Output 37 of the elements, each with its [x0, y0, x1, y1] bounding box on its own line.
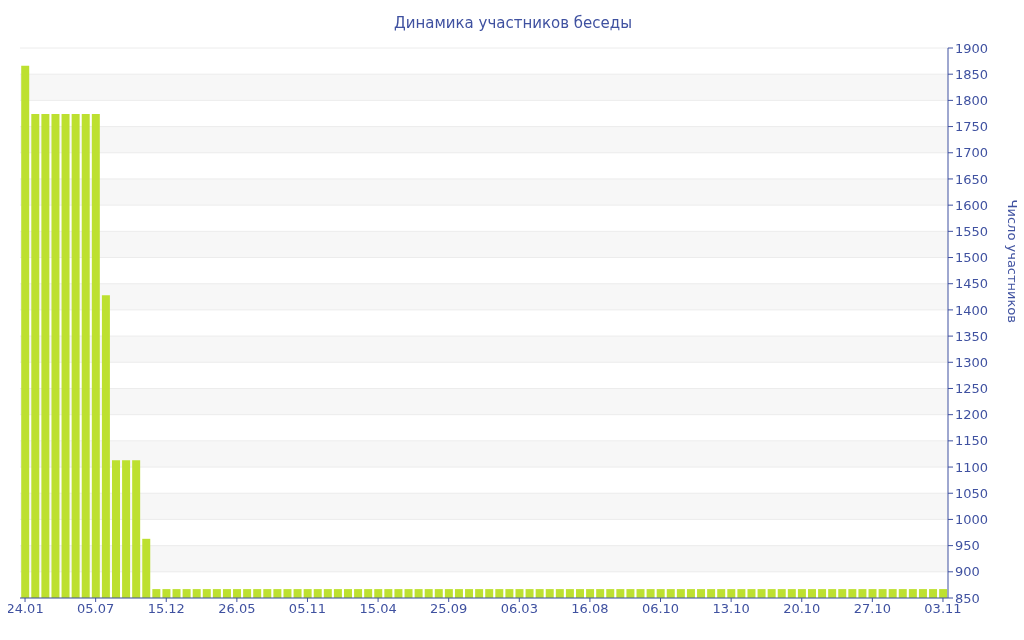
x-tick-label: 26.05	[218, 601, 256, 617]
y-tick-label: 1400	[955, 302, 989, 318]
y-tick-label: 1450	[955, 276, 989, 292]
y-tick-label: 950	[955, 538, 980, 554]
y-tick-label: 1050	[955, 485, 989, 501]
x-tick-label: 16.08	[571, 601, 609, 617]
x-tick-label: 06.03	[500, 601, 538, 617]
x-tick-label: 24.01	[6, 601, 44, 617]
chart-title: Динамика участников беседы	[392, 13, 633, 34]
y-tick-label: 1750	[955, 119, 989, 135]
y-tick-label: 1300	[955, 354, 989, 370]
x-tick-label: 27.10	[853, 601, 891, 617]
y-tick-label: 1000	[955, 512, 989, 528]
y-tick-label: 1850	[955, 66, 989, 82]
x-tick-label: 15.04	[359, 601, 397, 617]
y-axis-title: Число участников	[1005, 199, 1021, 323]
x-tick-label: 06.10	[641, 601, 680, 617]
y-tick-label: 1800	[955, 93, 989, 108]
y-tick-label: 1500	[955, 250, 989, 266]
x-tick-label: 05.07	[77, 601, 115, 617]
x-tick-label: 03.11	[924, 601, 962, 617]
x-tick-label: 05.11	[288, 601, 327, 617]
y-tick-label: 1600	[955, 197, 989, 213]
x-tick-label: 20.10	[783, 601, 821, 617]
y-tick-label: 1700	[955, 145, 989, 161]
x-tick-label: 13.10	[712, 601, 750, 617]
y-tick-label: 1150	[955, 433, 989, 449]
y-tick-label: 1250	[955, 381, 989, 397]
y-tick-label: 1650	[955, 171, 989, 187]
y-tick-label: 1350	[955, 328, 989, 344]
x-tick-label: 25.09	[430, 601, 468, 617]
y-tick-label: 1900	[955, 40, 989, 56]
y-tick-label: 1200	[955, 407, 989, 423]
y-tick-label: 1550	[955, 223, 989, 239]
y-tick-label: 1100	[955, 459, 989, 475]
y-tick-label: 900	[955, 564, 980, 580]
x-tick-label: 15.12	[147, 601, 185, 617]
